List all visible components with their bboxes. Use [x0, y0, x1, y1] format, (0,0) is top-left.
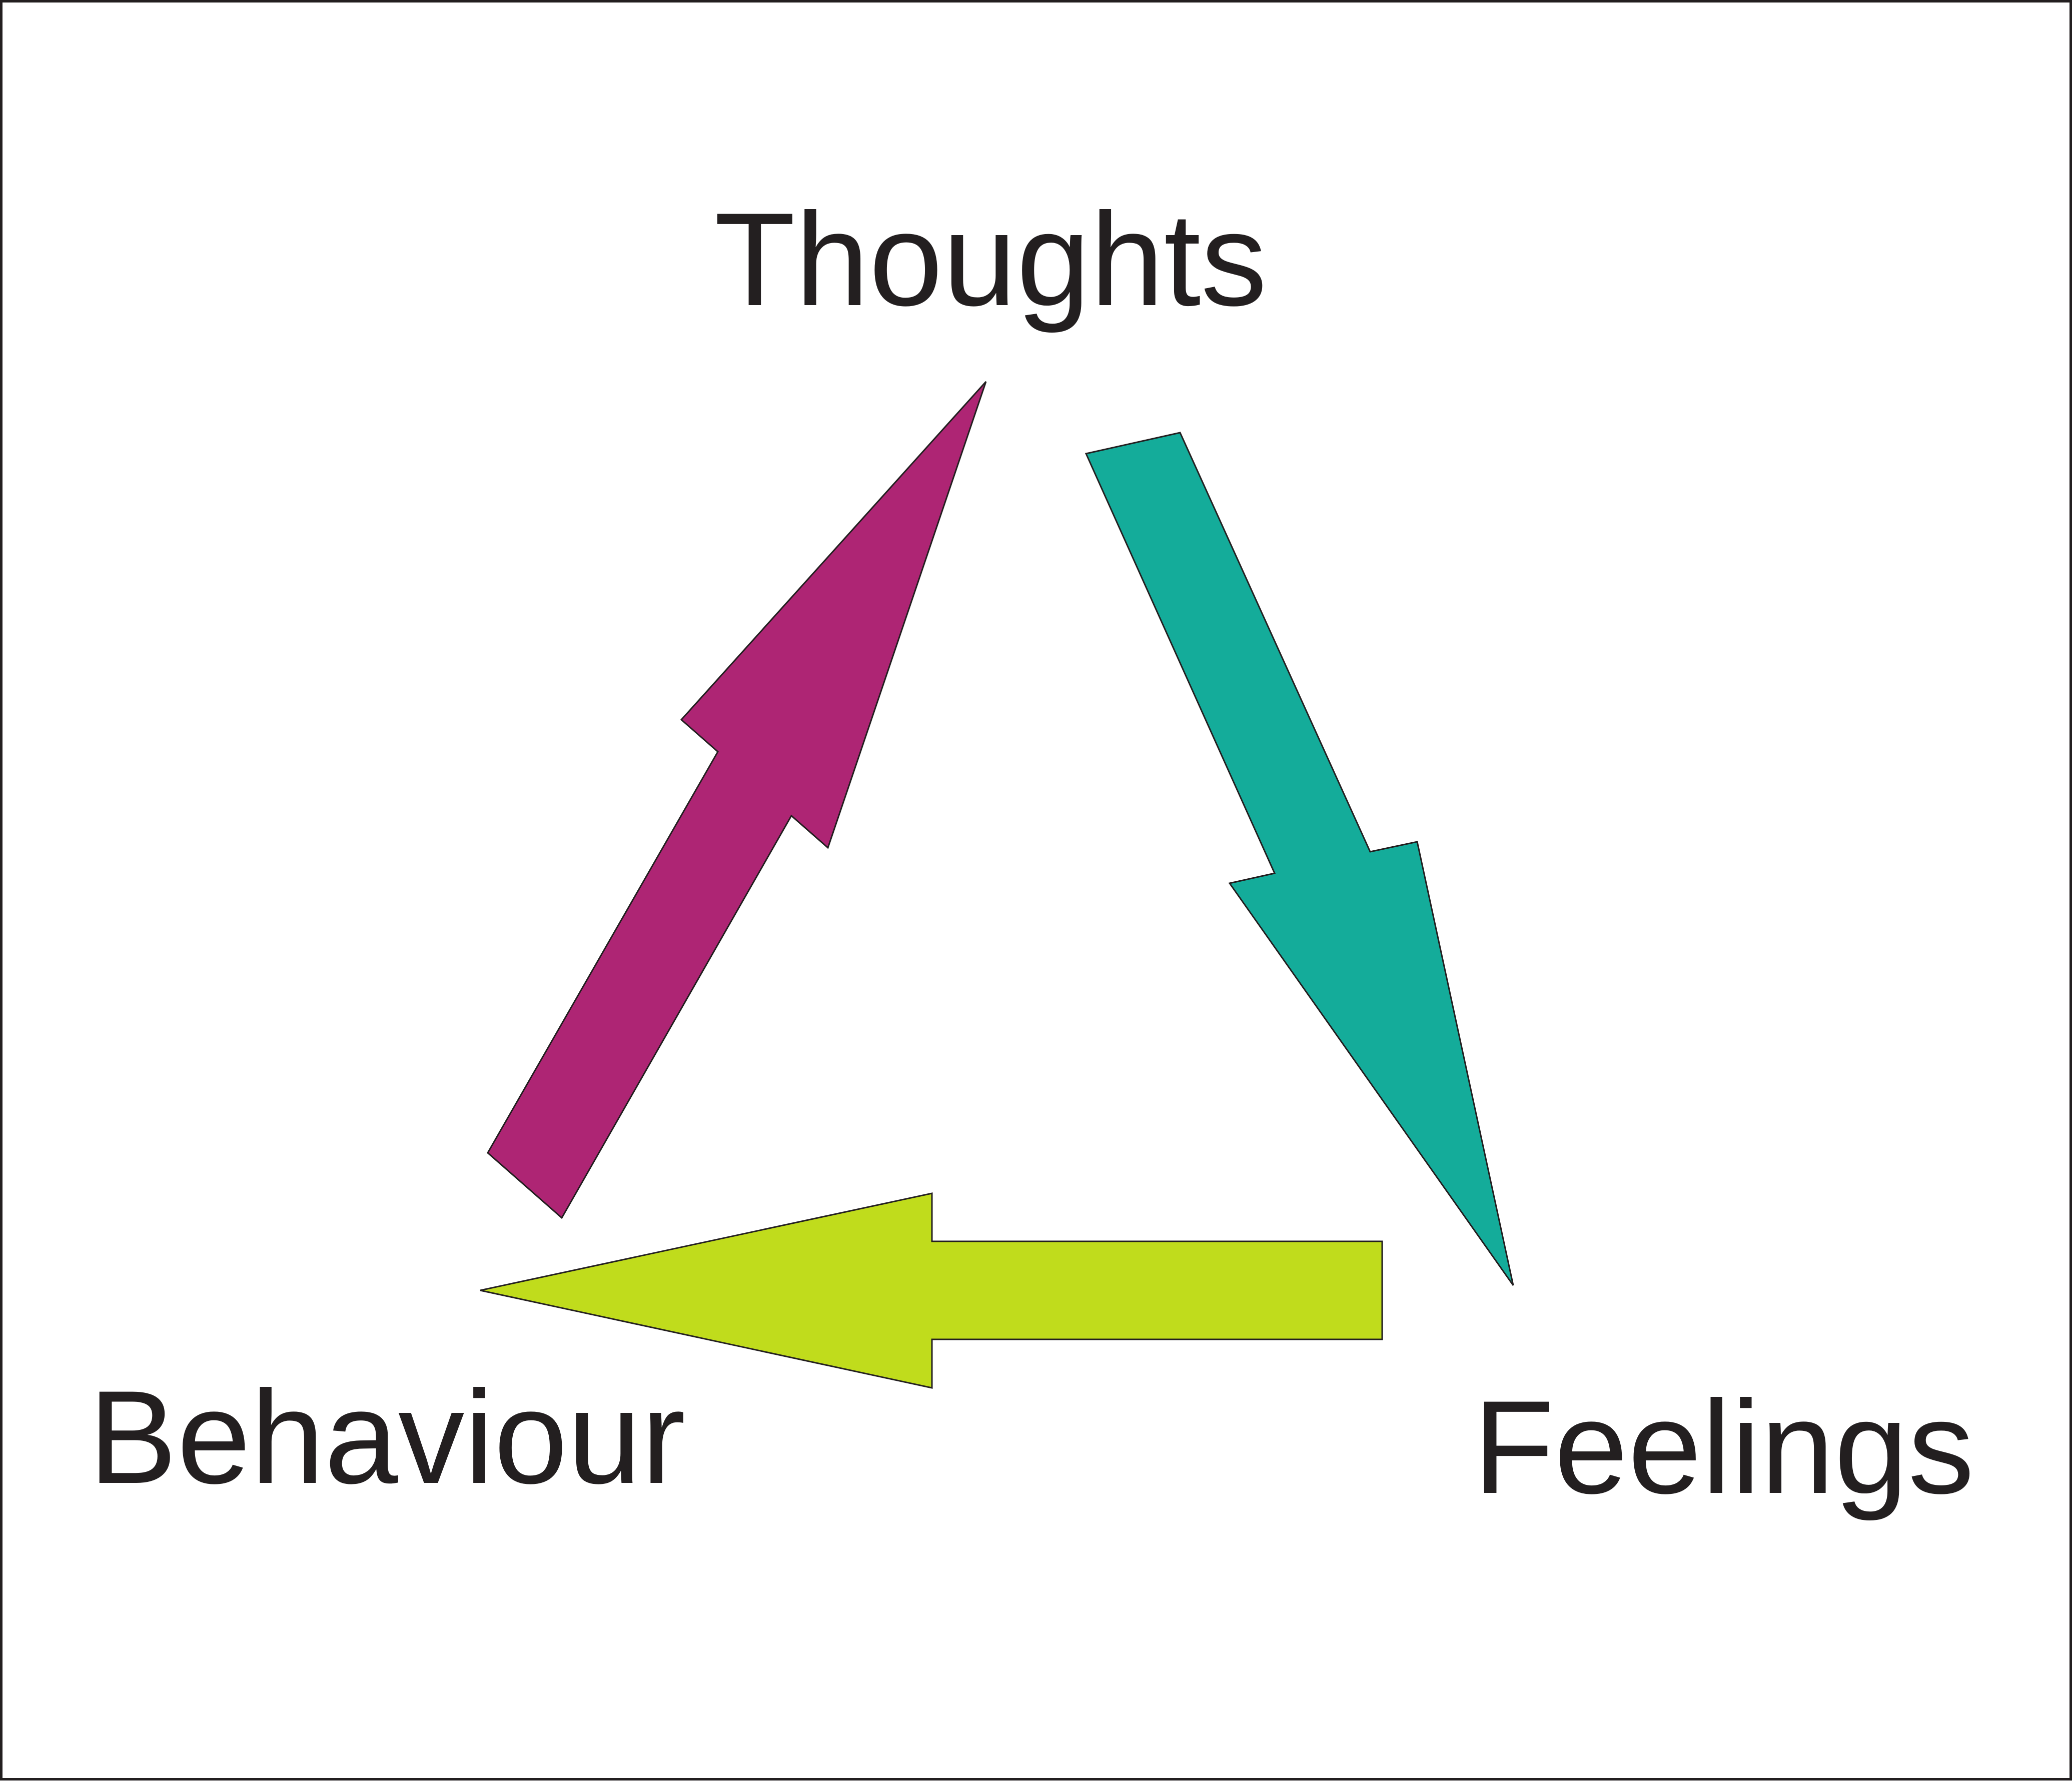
node-label-feelings: Feelings — [1473, 1373, 1974, 1522]
cycle-diagram: Thoughts Feelings Behaviour — [89, 186, 1974, 1522]
node-label-behaviour: Behaviour — [89, 1363, 685, 1511]
arrow-thoughts-to-feelings — [1085, 432, 1514, 1286]
node-label-thoughts: Thoughts — [714, 186, 1267, 334]
arrow-behaviour-to-thoughts — [487, 381, 987, 1219]
arrow-feelings-to-behaviour — [480, 1192, 1383, 1389]
